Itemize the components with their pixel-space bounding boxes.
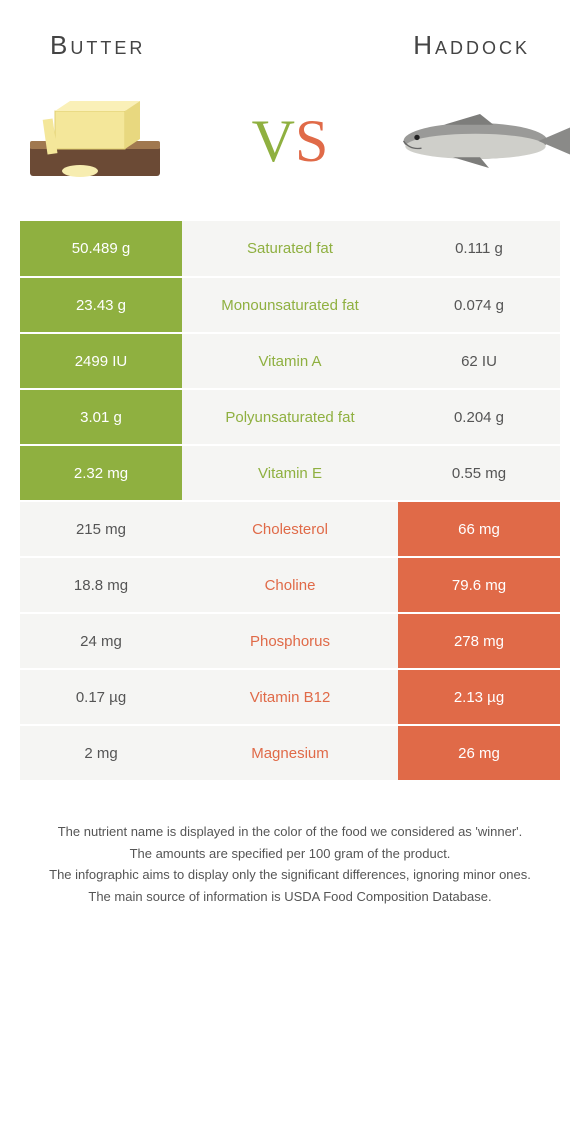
table-row: 0.17 µgVitamin B122.13 µg bbox=[20, 669, 560, 725]
footnote-line: The nutrient name is displayed in the co… bbox=[30, 822, 550, 842]
nutrient-label: Phosphorus bbox=[182, 613, 398, 669]
table-row: 50.489 gSaturated fat0.111 g bbox=[20, 221, 560, 277]
vs-label: VS bbox=[252, 107, 329, 176]
table-row: 215 mgCholesterol66 mg bbox=[20, 501, 560, 557]
nutrient-label: Cholesterol bbox=[182, 501, 398, 557]
footnotes: The nutrient name is displayed in the co… bbox=[0, 782, 580, 906]
vs-row: VS bbox=[0, 71, 580, 221]
nutrient-table: 50.489 gSaturated fat0.111 g23.43 gMonou… bbox=[20, 221, 560, 782]
left-value: 2.32 mg bbox=[20, 445, 182, 501]
right-value: 79.6 mg bbox=[398, 557, 560, 613]
left-value: 3.01 g bbox=[20, 389, 182, 445]
food-title-left: Butter bbox=[50, 30, 145, 61]
right-value: 0.55 mg bbox=[398, 445, 560, 501]
nutrient-label: Choline bbox=[182, 557, 398, 613]
left-value: 50.489 g bbox=[20, 221, 182, 277]
right-value: 278 mg bbox=[398, 613, 560, 669]
nutrient-label: Saturated fat bbox=[182, 221, 398, 277]
nutrient-label: Monounsaturated fat bbox=[182, 277, 398, 333]
table-row: 23.43 gMonounsaturated fat0.074 g bbox=[20, 277, 560, 333]
table-row: 24 mgPhosphorus278 mg bbox=[20, 613, 560, 669]
table-row: 2499 IUVitamin A62 IU bbox=[20, 333, 560, 389]
table-row: 18.8 mgCholine79.6 mg bbox=[20, 557, 560, 613]
vs-letter-s: S bbox=[295, 108, 328, 174]
right-value: 0.074 g bbox=[398, 277, 560, 333]
right-value: 26 mg bbox=[398, 725, 560, 781]
header: Butter Haddock bbox=[0, 0, 580, 71]
right-value: 0.111 g bbox=[398, 221, 560, 277]
right-value: 62 IU bbox=[398, 333, 560, 389]
footnote-line: The main source of information is USDA F… bbox=[30, 887, 550, 907]
right-value: 0.204 g bbox=[398, 389, 560, 445]
table-row: 2.32 mgVitamin E0.55 mg bbox=[20, 445, 560, 501]
right-value: 2.13 µg bbox=[398, 669, 560, 725]
table-row: 2 mgMagnesium26 mg bbox=[20, 725, 560, 781]
left-value: 0.17 µg bbox=[20, 669, 182, 725]
left-value: 215 mg bbox=[20, 501, 182, 557]
nutrient-label: Vitamin E bbox=[182, 445, 398, 501]
butter-image bbox=[10, 91, 190, 191]
right-value: 66 mg bbox=[398, 501, 560, 557]
left-value: 23.43 g bbox=[20, 277, 182, 333]
left-value: 18.8 mg bbox=[20, 557, 182, 613]
left-value: 2 mg bbox=[20, 725, 182, 781]
left-value: 2499 IU bbox=[20, 333, 182, 389]
nutrient-label: Vitamin B12 bbox=[182, 669, 398, 725]
nutrient-label: Polyunsaturated fat bbox=[182, 389, 398, 445]
footnote-line: The amounts are specified per 100 gram o… bbox=[30, 844, 550, 864]
left-value: 24 mg bbox=[20, 613, 182, 669]
haddock-image bbox=[390, 91, 570, 191]
table-row: 3.01 gPolyunsaturated fat0.204 g bbox=[20, 389, 560, 445]
vs-letter-v: V bbox=[252, 108, 295, 174]
food-title-right: Haddock bbox=[413, 30, 530, 61]
nutrient-label: Vitamin A bbox=[182, 333, 398, 389]
footnote-line: The infographic aims to display only the… bbox=[30, 865, 550, 885]
nutrient-label: Magnesium bbox=[182, 725, 398, 781]
